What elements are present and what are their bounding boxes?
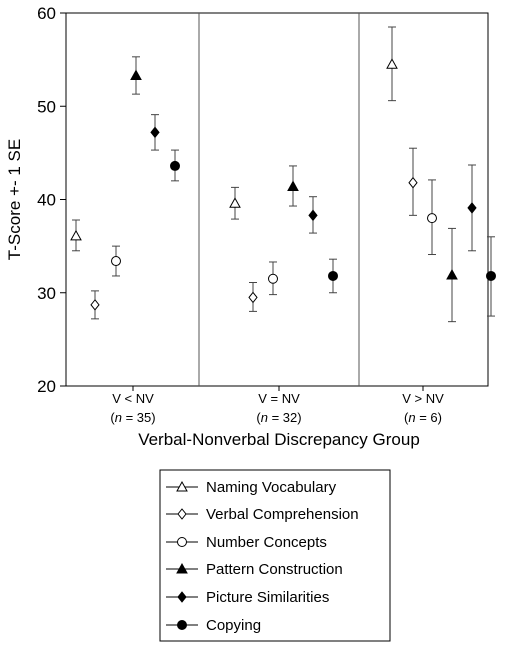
y-tick-label: 60 <box>37 4 56 23</box>
y-tick-label: 20 <box>37 377 56 396</box>
point-copying <box>486 270 496 281</box>
legend-marker-number-concepts <box>177 537 187 547</box>
point-number-concepts <box>427 213 437 224</box>
point-verbal-comprehension <box>90 299 100 311</box>
plot-frame <box>65 12 489 387</box>
point-picture-similarities <box>467 202 477 214</box>
legend-box <box>159 469 391 642</box>
legend-marker-verbal-comprehension <box>177 508 187 520</box>
legend-label-copying: Copying <box>206 617 261 634</box>
legend-label-number-concepts: Number Concepts <box>206 534 327 551</box>
point-picture-similarities <box>150 126 160 139</box>
point-verbal-comprehension <box>248 291 258 304</box>
group-n-label: (n = 6) <box>404 410 442 425</box>
legend-label-naming-vocabulary: Naming Vocabulary <box>206 479 337 496</box>
legend-label-picture-similarities: Picture Similarities <box>206 589 329 606</box>
group-n-label: (n = 35) <box>110 410 155 425</box>
y-tick-label: 30 <box>37 284 56 303</box>
point-number-concepts <box>268 273 278 284</box>
group-n-label: (n = 32) <box>256 410 301 425</box>
point-naming-vocabulary <box>229 197 241 208</box>
legend-marker-picture-similarities <box>177 591 187 603</box>
point-number-concepts <box>111 256 121 267</box>
point-picture-similarities <box>308 209 318 222</box>
y-axis-title: T-Score +- 1 SE <box>5 139 24 260</box>
point-naming-vocabulary <box>386 58 398 69</box>
y-tick-label: 50 <box>37 97 56 116</box>
point-pattern-construction <box>287 180 299 191</box>
group-label: V > NV <box>402 391 444 406</box>
point-copying <box>170 160 180 171</box>
legend-label-pattern-construction: Pattern Construction <box>206 561 343 578</box>
point-verbal-comprehension <box>408 176 418 189</box>
group-label: V = NV <box>258 391 300 406</box>
point-copying <box>328 270 338 281</box>
point-pattern-construction <box>130 69 142 80</box>
legend-label-verbal-comprehension: Verbal Comprehension <box>206 506 359 523</box>
point-naming-vocabulary <box>70 229 82 241</box>
legend-marker-copying <box>177 620 187 630</box>
x-axis-title: Verbal-Nonverbal Discrepancy Group <box>138 430 420 449</box>
y-tick-label: 40 <box>37 191 56 210</box>
legend-marker-pattern-construction <box>176 562 188 574</box>
group-label: V < NV <box>112 391 154 406</box>
point-pattern-construction <box>446 269 458 280</box>
legend-marker-naming-vocabulary <box>176 480 188 492</box>
